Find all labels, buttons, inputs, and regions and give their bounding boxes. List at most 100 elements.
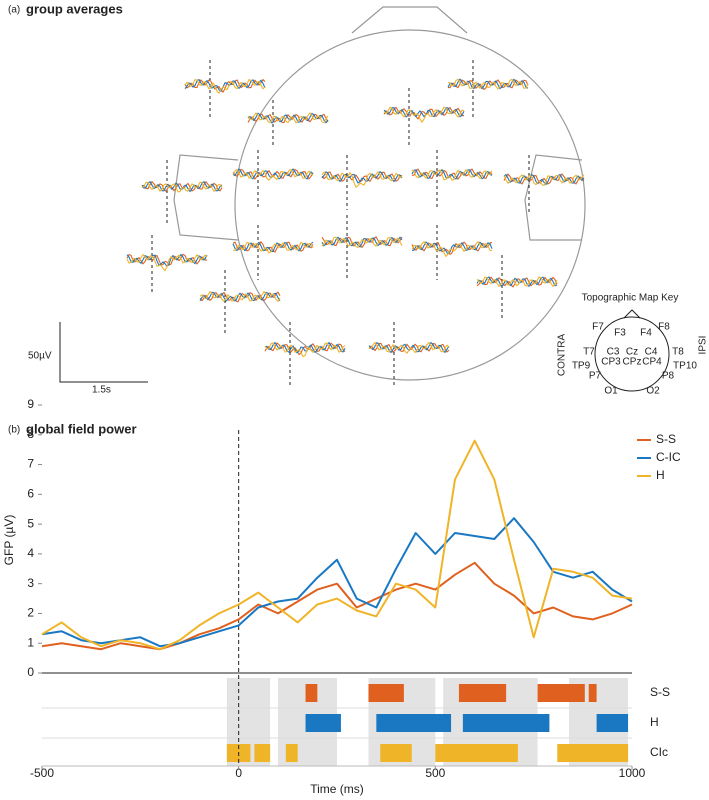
scale-time: 1.5s	[92, 385, 111, 396]
map-key-nose	[623, 309, 641, 319]
y-axis-label: GFP (µV)	[2, 515, 16, 566]
x-tick-label: -500	[30, 766, 54, 780]
erp-trace	[264, 341, 346, 354]
electrode-label: Cz	[626, 347, 638, 358]
electrode-label: C3	[607, 347, 620, 358]
significance-bar	[305, 714, 341, 732]
erp-trace	[476, 276, 558, 288]
significance-bar	[596, 714, 629, 732]
panel-label: (a)	[8, 5, 20, 16]
electrode-label: C4	[645, 347, 658, 358]
scale-bar	[59, 322, 148, 383]
gfp-chart: S-S H CIc 0 1 2 3 4 5 6 7 8 9 -500 0 500 1000 S-S C-IC H	[27, 397, 681, 780]
erp-trace	[411, 169, 493, 181]
y-tick-label: 1	[27, 635, 34, 649]
head	[173, 6, 586, 381]
erp-trace	[264, 342, 346, 356]
row-label: H	[650, 715, 659, 729]
erp-traces	[126, 60, 585, 385]
x-axis-label: Time (ms)	[310, 782, 364, 796]
y-tick-label: 8	[27, 427, 34, 441]
erp-trace	[199, 291, 281, 302]
electrode-label: P7	[589, 371, 602, 382]
y-tick-label: 6	[27, 487, 34, 501]
y-tick-label: 5	[27, 516, 34, 530]
panel-label: (b)	[8, 425, 20, 436]
x-tick-label: 500	[425, 766, 445, 780]
erp-trace	[321, 171, 403, 188]
electrode-label: T8	[672, 347, 684, 358]
row-label: CIc	[650, 745, 668, 759]
significance-bar	[368, 684, 404, 702]
significance-bar	[537, 684, 585, 702]
erp-trace	[199, 290, 281, 303]
erp-trace	[184, 79, 266, 94]
electrode-label: F3	[614, 328, 626, 339]
significance-bar	[380, 744, 412, 762]
significance-bar	[285, 744, 298, 762]
erp-trace	[232, 168, 314, 181]
electrode-label: F7	[592, 322, 604, 333]
significance-bar	[435, 744, 518, 762]
erp-trace	[383, 106, 465, 120]
erp-trace	[321, 236, 403, 249]
electrode-label: P8	[662, 371, 675, 382]
erp-trace	[141, 181, 223, 193]
panel-title: group averages	[26, 1, 123, 16]
electrode-label: T7	[583, 347, 595, 358]
legend-label: S-S	[656, 432, 676, 446]
y-tick-label: 9	[27, 397, 34, 411]
x-tick-label: 0	[235, 766, 242, 780]
row-label: S-S	[650, 685, 670, 699]
significance-bar	[305, 684, 318, 702]
erp-trace	[411, 240, 493, 258]
significance-bar	[254, 744, 271, 762]
electrode-label: O2	[646, 386, 660, 397]
y-tick-label: 4	[27, 546, 34, 560]
contra-label: CONTRA	[557, 334, 568, 377]
y-tick-label: 0	[27, 665, 34, 679]
electrode-label: CPz	[623, 357, 642, 368]
map-key-title: Topographic Map Key	[582, 293, 679, 304]
panel-title: global field power	[26, 421, 137, 436]
erp-trace	[368, 342, 450, 353]
electrode-label: CP3	[601, 357, 621, 368]
erp-trace	[232, 241, 314, 253]
scale-amplitude: 50µV	[28, 351, 52, 362]
series-line	[41, 439, 633, 651]
legend-label: C-IC	[656, 450, 681, 464]
significance-bar	[557, 744, 629, 762]
erp-trace	[247, 112, 329, 124]
erp-trace	[264, 342, 346, 358]
significance-bar	[462, 714, 550, 732]
erp-trace	[232, 241, 314, 254]
significance-bar	[588, 684, 597, 702]
erp-trace	[321, 236, 403, 248]
erp-trace	[321, 170, 403, 184]
electrode-label: TP10	[673, 361, 697, 372]
erp-trace	[503, 174, 585, 187]
ipsi-label: IPSI	[698, 336, 709, 355]
map-key-head	[594, 316, 670, 392]
erp-trace	[321, 236, 403, 249]
y-tick-label: 3	[27, 576, 34, 590]
series-line	[41, 561, 633, 651]
y-tick-label: 7	[27, 457, 34, 471]
series-line	[41, 517, 633, 648]
erp-trace	[247, 113, 329, 124]
erp-trace	[247, 112, 329, 124]
electrode-label: O1	[604, 386, 618, 397]
erp-trace	[141, 180, 223, 193]
erp-trace	[126, 253, 208, 272]
erp-trace	[368, 341, 450, 354]
y-tick-label: 2	[27, 606, 34, 620]
erp-trace	[411, 241, 493, 256]
electrode-label: F8	[658, 322, 670, 333]
electrode-label: TP9	[572, 361, 591, 372]
erp-trace	[411, 168, 493, 180]
legend-label: H	[656, 468, 665, 482]
erp-trace	[383, 106, 465, 124]
erp-trace	[447, 78, 529, 90]
map-key-labels: F7 F3 F4 F8 T7 C3 Cz C4 T8 TP9 CP3 CPz CP4 TP10 P7 P8 O1…	[572, 322, 698, 397]
